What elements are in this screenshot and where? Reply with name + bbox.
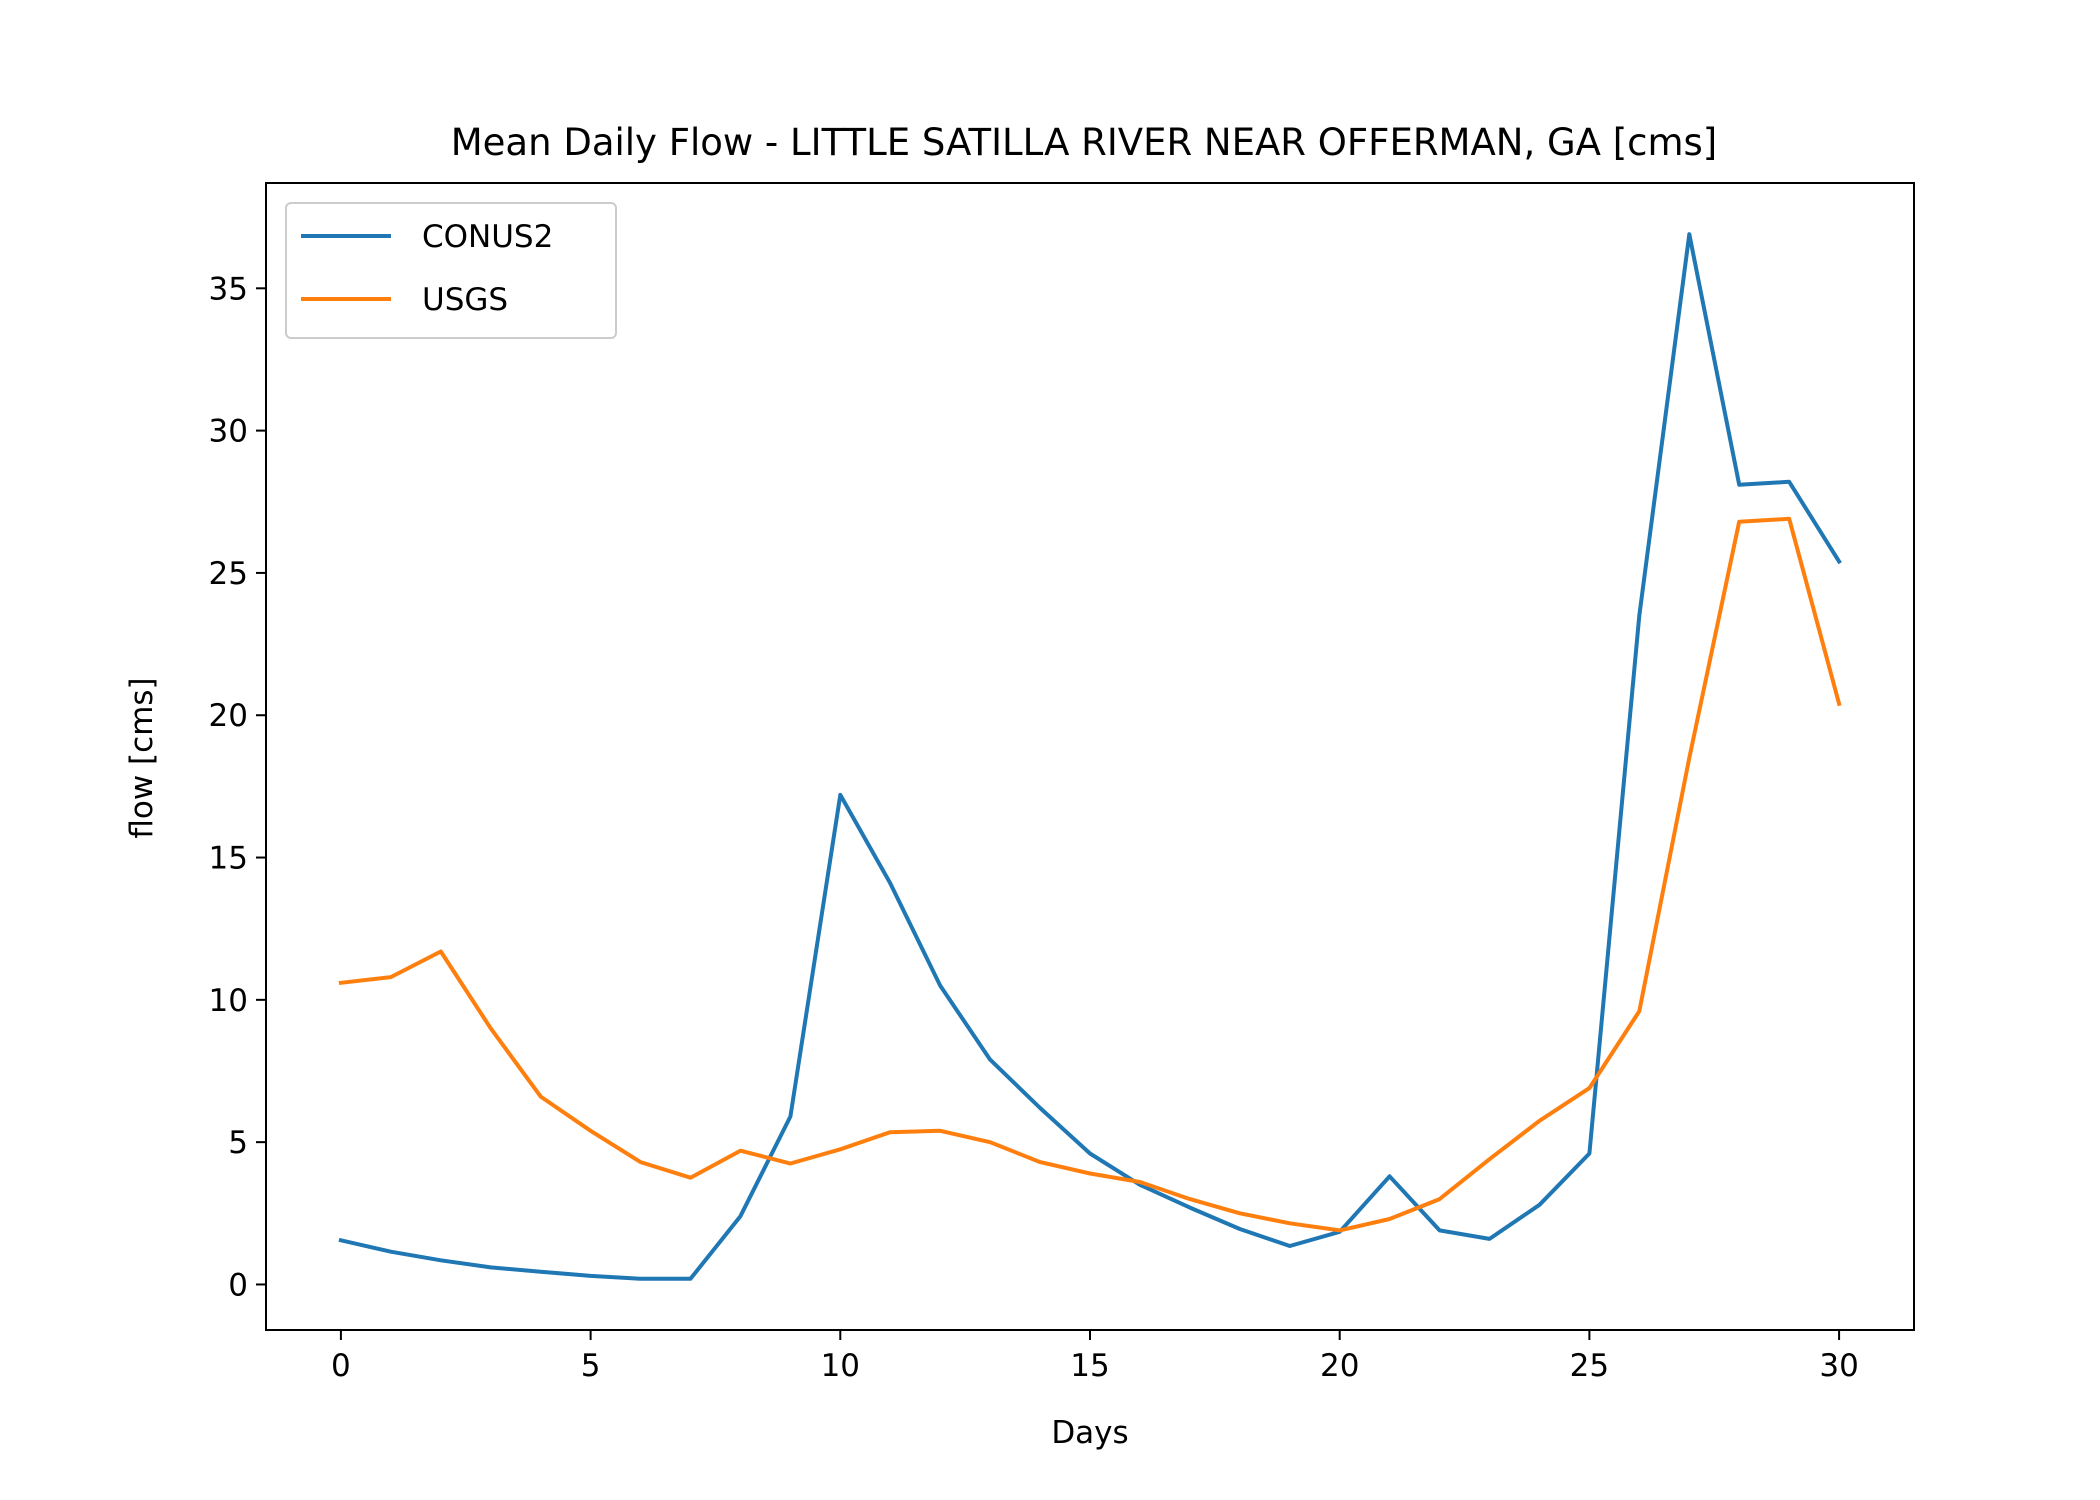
- x-tick-label: 30: [1819, 1348, 1858, 1384]
- x-tick-label: 10: [821, 1348, 860, 1384]
- y-tick-label: 15: [209, 841, 248, 877]
- series-layer: [338, 232, 1842, 1281]
- x-axis-ticks: 0 5 10 15 20 25 30: [331, 1330, 1859, 1384]
- x-tick-label: 25: [1570, 1348, 1609, 1384]
- series-line-usgs: [338, 516, 1842, 1233]
- legend-label-usgs: USGS: [422, 282, 508, 318]
- y-axis-ticks: 0 5 10 15 20 25 30 35: [209, 271, 266, 1303]
- y-axis-label: flow [cms]: [124, 677, 160, 838]
- legend-label-conus2: CONUS2: [422, 219, 553, 255]
- series-line-conus2: [338, 232, 1842, 1281]
- y-tick-label: 20: [209, 698, 248, 734]
- chart-title: Mean Daily Flow - LITTLE SATILLA RIVER N…: [451, 121, 1718, 164]
- y-tick-label: 5: [228, 1125, 248, 1161]
- y-tick-label: 35: [209, 271, 248, 307]
- x-axis-label: Days: [1051, 1415, 1128, 1451]
- y-tick-label: 25: [209, 556, 248, 592]
- y-tick-label: 0: [228, 1267, 248, 1303]
- x-tick-label: 15: [1070, 1348, 1109, 1384]
- y-tick-label: 30: [209, 414, 248, 450]
- legend: CONUS2 USGS: [285, 202, 617, 339]
- y-tick-label: 10: [209, 983, 248, 1019]
- x-tick-label: 5: [581, 1348, 601, 1384]
- x-tick-label: 0: [331, 1348, 351, 1384]
- x-tick-label: 20: [1320, 1348, 1359, 1384]
